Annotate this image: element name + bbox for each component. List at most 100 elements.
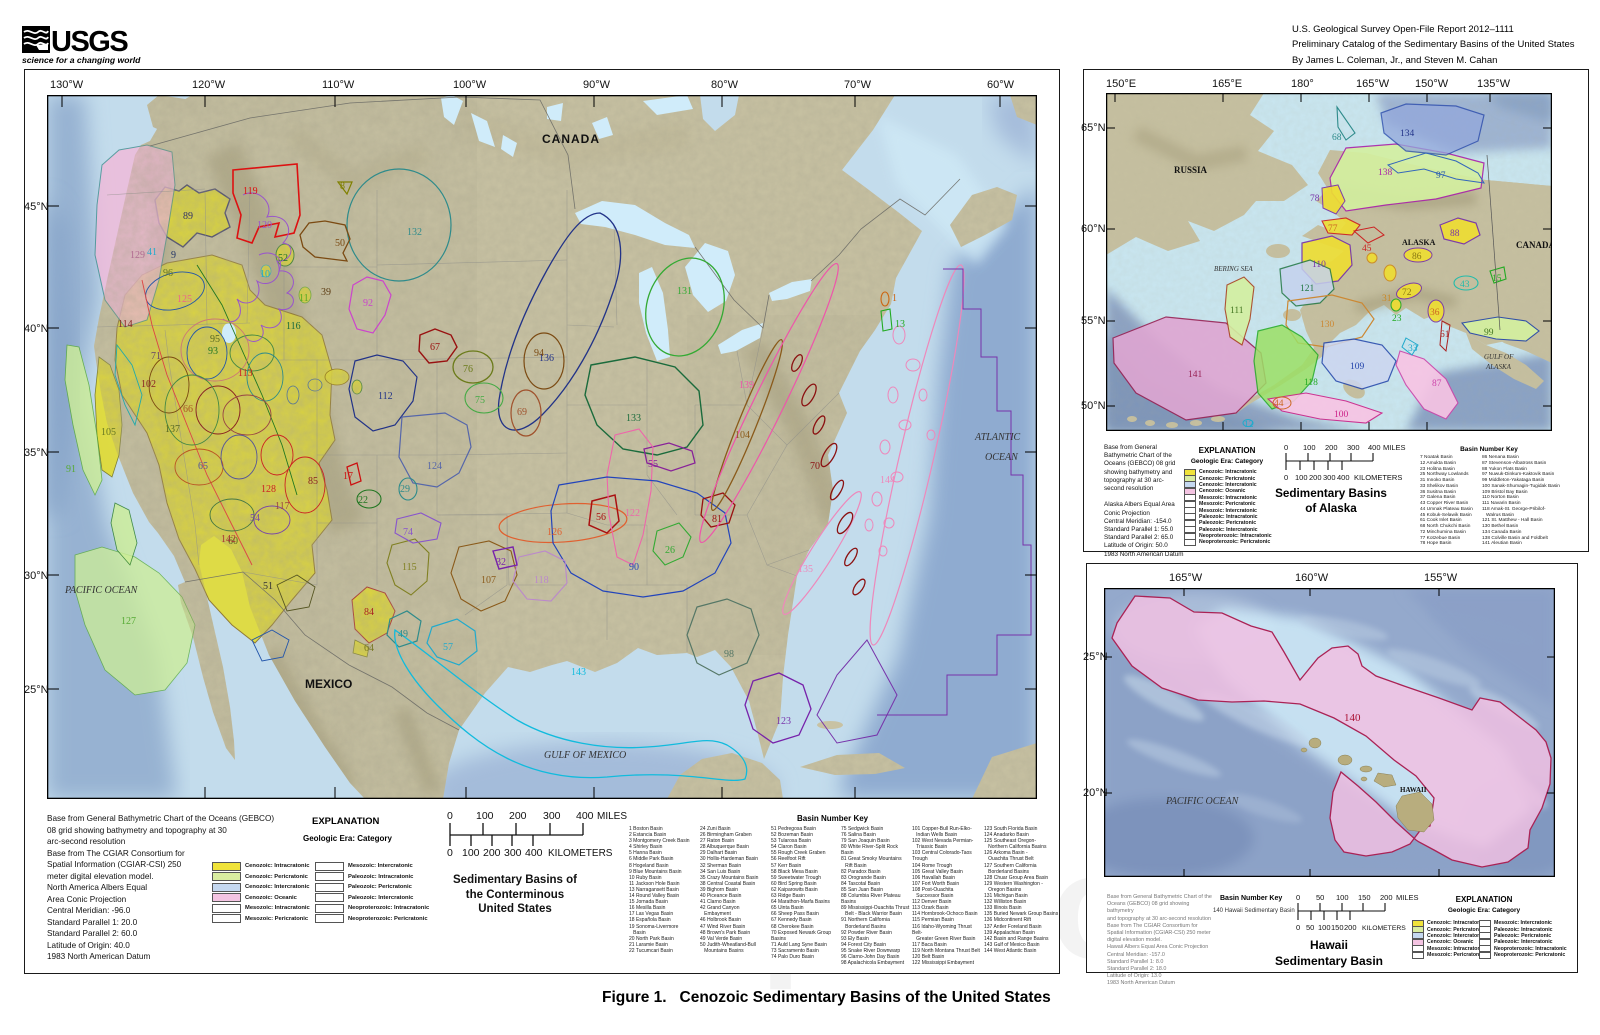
svg-text:32: 32: [496, 557, 506, 568]
svg-text:139: 139: [739, 380, 754, 391]
svg-text:50: 50: [335, 238, 345, 249]
svg-text:41: 41: [147, 247, 157, 258]
svg-text:11: 11: [299, 293, 309, 304]
svg-text:200: 200: [1309, 473, 1322, 482]
svg-text:100: 100: [1295, 473, 1308, 482]
svg-text:141: 141: [1188, 370, 1203, 380]
svg-text:100: 100: [1334, 410, 1349, 420]
svg-text:60: 60: [228, 536, 238, 547]
svg-text:107: 107: [481, 575, 496, 586]
svg-text:50: 50: [1316, 893, 1324, 902]
svg-text:USGS: USGS: [51, 26, 128, 58]
svg-text:33: 33: [1408, 344, 1418, 354]
svg-text:64: 64: [364, 643, 374, 654]
svg-text:142: 142: [221, 534, 236, 545]
svg-text:300: 300: [1323, 473, 1336, 482]
svg-text:400: 400: [525, 847, 543, 859]
svg-text:104: 104: [735, 430, 750, 441]
svg-text:144: 144: [880, 475, 895, 486]
svg-text:65: 65: [198, 461, 208, 472]
svg-text:PACIFIC OCEAN: PACIFIC OCEAN: [64, 585, 139, 596]
svg-text:science for a changing world: science for a changing world: [22, 55, 141, 65]
svg-text:50: 50: [1306, 923, 1314, 932]
svg-text:94: 94: [534, 348, 544, 359]
svg-text:131: 131: [677, 286, 692, 297]
svg-text:GULF OF: GULF OF: [1484, 353, 1514, 361]
svg-text:128: 128: [261, 484, 276, 495]
svg-text:CANADA: CANADA: [1516, 240, 1552, 250]
svg-text:126: 126: [547, 527, 562, 538]
svg-text:0: 0: [1296, 893, 1300, 902]
svg-text:70: 70: [810, 461, 820, 472]
svg-text:130: 130: [1320, 320, 1335, 330]
svg-text:0: 0: [447, 847, 453, 859]
svg-text:ALASKA: ALASKA: [1485, 363, 1512, 371]
svg-text:54: 54: [250, 513, 260, 524]
svg-text:113: 113: [238, 368, 253, 379]
svg-text:86: 86: [1412, 252, 1422, 262]
svg-text:HAWAII: HAWAII: [1400, 786, 1427, 794]
svg-text:KILOMETERS: KILOMETERS: [1354, 473, 1402, 482]
svg-text:124: 124: [427, 461, 442, 472]
svg-text:17: 17: [343, 471, 353, 482]
svg-text:400: 400: [1368, 443, 1381, 452]
svg-text:114: 114: [118, 319, 133, 330]
svg-text:0: 0: [1284, 473, 1288, 482]
svg-text:98: 98: [724, 649, 734, 660]
svg-text:26: 26: [665, 545, 675, 556]
svg-text:132: 132: [407, 227, 422, 238]
svg-text:68: 68: [1332, 133, 1342, 143]
svg-text:200: 200: [1380, 893, 1393, 902]
svg-text:12: 12: [1244, 420, 1254, 430]
svg-text:OCEAN: OCEAN: [985, 452, 1019, 463]
svg-text:45: 45: [1362, 244, 1372, 254]
svg-text:97: 97: [1436, 171, 1446, 181]
svg-text:150: 150: [1331, 923, 1344, 932]
svg-text:57: 57: [443, 642, 453, 653]
svg-text:100: 100: [462, 847, 480, 859]
svg-text:9: 9: [171, 250, 176, 261]
svg-text:36: 36: [1430, 308, 1440, 318]
svg-text:95: 95: [210, 334, 220, 345]
svg-text:99: 99: [1484, 328, 1494, 338]
svg-text:29: 29: [400, 484, 410, 495]
svg-text:0: 0: [447, 810, 453, 822]
svg-text:39: 39: [321, 287, 331, 298]
svg-text:69: 69: [517, 407, 527, 418]
svg-text:96: 96: [163, 268, 173, 279]
svg-text:100: 100: [476, 810, 494, 822]
svg-text:110: 110: [1312, 260, 1326, 270]
svg-text:85: 85: [308, 476, 318, 487]
svg-text:93: 93: [208, 346, 218, 357]
svg-text:111: 111: [1230, 306, 1244, 316]
svg-text:22: 22: [358, 495, 368, 506]
svg-text:31: 31: [1382, 294, 1392, 304]
svg-text:ATLANTIC: ATLANTIC: [974, 432, 1021, 443]
svg-text:100: 100: [1318, 923, 1331, 932]
svg-text:MILES: MILES: [1383, 443, 1406, 452]
svg-text:133: 133: [626, 413, 641, 424]
svg-text:112: 112: [378, 391, 393, 402]
svg-text:120: 120: [257, 220, 272, 231]
svg-text:136: 136: [539, 353, 554, 364]
svg-text:43: 43: [1460, 280, 1470, 290]
svg-text:84: 84: [364, 607, 374, 618]
svg-text:0: 0: [1296, 923, 1300, 932]
svg-text:143: 143: [571, 667, 586, 678]
svg-text:200: 200: [509, 810, 527, 822]
svg-text:MEXICO: MEXICO: [305, 677, 352, 691]
svg-text:118: 118: [534, 575, 549, 586]
svg-text:55: 55: [648, 459, 658, 470]
svg-text:23: 23: [1392, 314, 1402, 324]
svg-text:123: 123: [776, 716, 791, 727]
svg-text:129: 129: [130, 250, 145, 261]
svg-text:117: 117: [275, 501, 290, 512]
svg-text:MILES: MILES: [1396, 893, 1419, 902]
svg-text:0: 0: [1284, 443, 1288, 452]
svg-text:200: 200: [483, 847, 501, 859]
svg-text:71: 71: [151, 351, 161, 362]
svg-text:138: 138: [1378, 168, 1393, 178]
svg-text:77: 77: [1328, 224, 1338, 234]
svg-text:121: 121: [1300, 284, 1315, 294]
svg-text:67: 67: [430, 342, 440, 353]
